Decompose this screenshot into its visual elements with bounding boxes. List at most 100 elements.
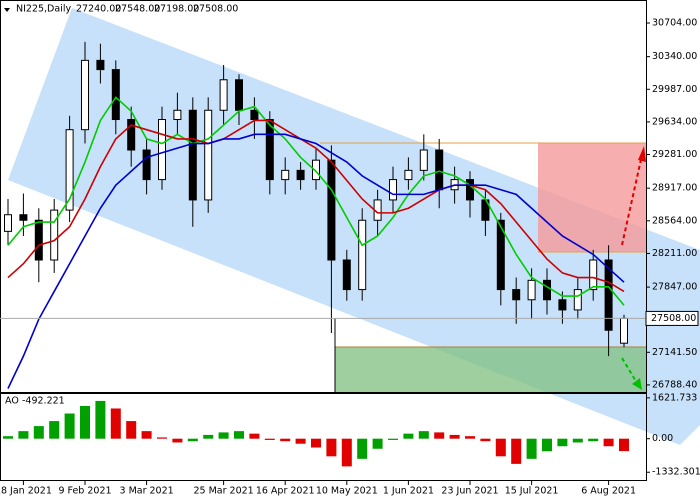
ao-bar: [388, 438, 398, 440]
x-tick-label: 15 Jul 2021: [505, 486, 559, 497]
ao-bar: [33, 426, 44, 439]
y-tick-label: -1332.301: [652, 467, 700, 478]
ao-bar: [280, 438, 291, 442]
ao-bar: [141, 431, 152, 439]
ao-bar: [480, 438, 491, 442]
candle-body: [327, 159, 336, 261]
ao-bar: [249, 433, 260, 439]
ao-bar: [588, 438, 599, 442]
ao-bar: [326, 438, 337, 457]
arrow-head: [632, 378, 642, 390]
ao-bar: [511, 438, 522, 464]
ao-panel-frame: [0, 393, 647, 481]
ao-bar: [603, 438, 614, 447]
x-tick-label: 23 Jun 2021: [441, 486, 498, 497]
x-tick-label: 18 Jan 2021: [0, 486, 52, 497]
ao-bar: [49, 421, 60, 439]
last-price-box: [645, 310, 699, 326]
x-tick-label: 25 Mar 2021: [193, 486, 253, 497]
candle-body: [142, 149, 151, 181]
x-tick-label: 16 Apr 2021: [256, 486, 315, 497]
ao-bar: [126, 421, 137, 439]
candle-body: [235, 79, 243, 111]
price-panel-frame: [0, 0, 647, 393]
candle-body: [50, 209, 59, 261]
x-tick-label: 1 Jun 2021: [383, 486, 434, 497]
arrow-up: [621, 154, 643, 246]
indicator-title: AO: [5, 396, 19, 407]
y-tick-label: 28211.00: [652, 248, 697, 259]
header-value: 27508.00: [193, 4, 238, 15]
candle-body: [358, 219, 367, 291]
ao-bar: [572, 438, 583, 443]
candle-body: [312, 159, 320, 181]
arrow-head: [638, 146, 646, 162]
header-value: 27548.00: [115, 4, 160, 15]
ao-bar: [418, 431, 429, 439]
ao-bar: [218, 432, 229, 439]
y-tick-label: 30340.00: [652, 51, 697, 62]
candle-body: [620, 317, 628, 344]
target-zone: [538, 143, 646, 252]
y-tick-label: 27847.00: [652, 282, 697, 293]
candle-body: [404, 169, 413, 181]
ao-bar: [542, 438, 552, 452]
candle-body: [527, 279, 536, 301]
candle-body: [65, 129, 74, 211]
candle-body: [543, 279, 551, 301]
support-zone: [335, 347, 646, 392]
ao-bar: [372, 438, 383, 449]
ao-bar: [95, 400, 106, 439]
x-tick-label: 3 Mar 2021: [120, 486, 174, 497]
panel-icon: [4, 8, 10, 12]
ao-bar: [557, 438, 568, 447]
ao-bar: [341, 438, 352, 467]
x-tick-label: 6 Aug 2021: [581, 486, 636, 497]
ao-bar: [157, 437, 167, 439]
candle-body: [512, 289, 521, 301]
candle-body: [496, 219, 505, 291]
ao-bar: [80, 405, 90, 439]
candle-body: [81, 59, 89, 131]
y-tick-label: 1621.733: [652, 392, 697, 403]
candle-body: [173, 109, 182, 121]
indicator-value: -492.221: [22, 396, 65, 407]
candle-body: [389, 179, 397, 201]
ao-bar: [619, 438, 629, 452]
ao-bar: [18, 431, 29, 439]
candle-body: [281, 169, 290, 181]
candle-body: [19, 214, 28, 221]
candle-body: [34, 219, 43, 261]
candle-body: [296, 169, 305, 181]
candle-body: [188, 109, 197, 201]
y-tick-label: 29987.00: [652, 84, 697, 95]
candle-body: [604, 259, 613, 331]
y-tick-label: 28564.00: [652, 215, 697, 226]
ao-bar: [187, 438, 198, 442]
y-tick-label: 26788.40: [652, 379, 697, 390]
moving-average: [7, 133, 625, 389]
ao-bar: [64, 413, 75, 439]
ao-bar: [234, 431, 244, 439]
y-tick-label: 27141.50: [652, 347, 697, 358]
y-tick-label: 29281.00: [652, 149, 697, 160]
ao-bar: [264, 438, 275, 440]
candle-body: [589, 259, 598, 291]
y-tick-label: 28917.00: [652, 183, 697, 194]
candle-body: [127, 119, 136, 151]
y-tick-label: 30704.00: [652, 18, 697, 29]
ao-bar: [3, 436, 13, 439]
y-tick-label: 0.00: [652, 433, 673, 444]
ao-bar: [172, 438, 183, 443]
ao-bar: [357, 438, 368, 459]
ao-bar: [311, 438, 321, 448]
ao-bar: [465, 436, 475, 439]
x-tick-label: 10 May 2021: [316, 486, 378, 497]
candle-body: [573, 289, 582, 311]
candle-body: [342, 259, 351, 291]
x-tick-label: 9 Feb 2021: [58, 486, 111, 497]
symbol-title: NI225,Daily: [16, 4, 71, 15]
candle-body: [419, 149, 428, 171]
candle-body: [111, 69, 120, 121]
